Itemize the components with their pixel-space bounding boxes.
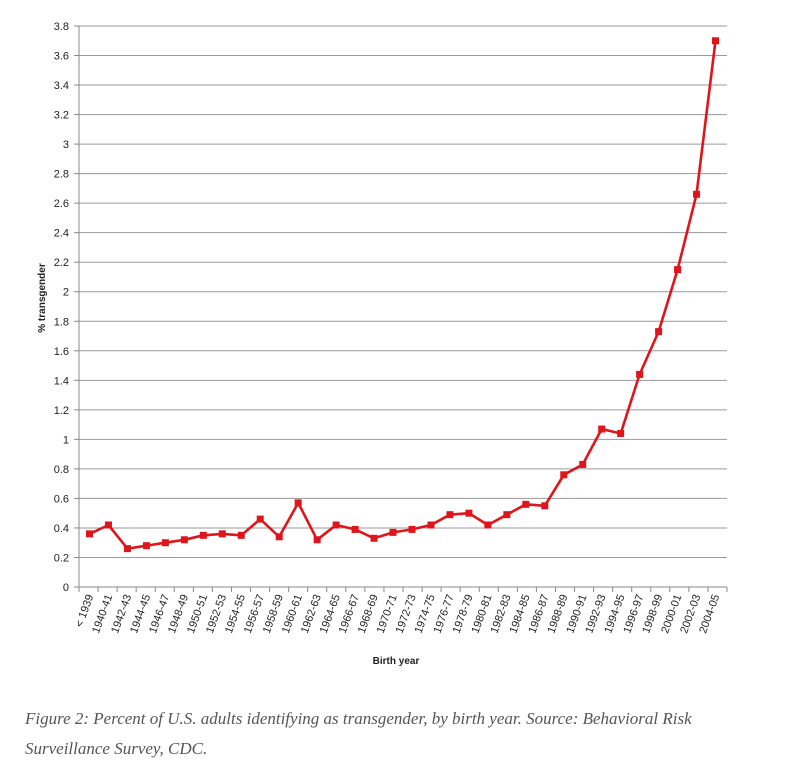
data-point [598, 425, 606, 433]
figure-caption: Figure 2: Percent of U.S. adults identif… [25, 709, 692, 758]
x-tick-labels: < 19391940-411942-431944-451946-471948-4… [73, 593, 722, 635]
data-points [86, 37, 720, 553]
data-point [199, 531, 207, 539]
y-tick-labels: 0 0.2 0.4 0.6 0.8 1 1.2 1.4 1.6 1.8 2 2.2 2.4 2.6 2.8 3… [54, 21, 69, 594]
y-tick-label: 1 [63, 434, 69, 446]
data-point [693, 190, 701, 198]
data-point [123, 545, 131, 553]
data-point [446, 511, 454, 519]
y-tick-label: 0.6 [54, 493, 69, 505]
data-point [560, 471, 568, 479]
data-point [522, 500, 530, 508]
data-point [389, 528, 397, 536]
y-tick-label: 2 [63, 287, 69, 299]
data-point [275, 533, 283, 541]
y-tick-label: 0.8 [54, 464, 69, 476]
data-point [427, 521, 435, 529]
data-point [237, 531, 245, 539]
data-point [351, 525, 359, 533]
y-tick-label: 1.4 [54, 375, 69, 387]
data-point [256, 515, 264, 523]
data-point [636, 370, 644, 378]
y-tick-label: 0.4 [54, 523, 69, 535]
y-axis-title: % transgender [37, 263, 48, 333]
y-tick-label: 3 [63, 139, 69, 151]
data-point [579, 460, 587, 468]
data-point [180, 536, 188, 544]
y-tick-label: 1.8 [54, 316, 69, 328]
y-tick-label: 3.2 [54, 110, 69, 122]
data-point [313, 536, 321, 544]
y-tick-label: 3.6 [54, 51, 69, 63]
y-tick-label: 1.6 [54, 346, 69, 358]
data-point [218, 530, 226, 538]
data-point [541, 502, 549, 510]
y-tick-label: 0.2 [54, 552, 69, 564]
y-tick-label: 2.6 [54, 198, 69, 210]
data-point [294, 499, 302, 507]
series-line [88, 40, 717, 550]
data-point [655, 328, 663, 336]
y-tick-label: 2.2 [54, 257, 69, 269]
y-tick-label: 2.8 [54, 169, 69, 181]
y-tick-label: 1.2 [54, 405, 69, 417]
data-point [617, 429, 625, 437]
data-point [370, 534, 378, 542]
y-tick-label: 2.4 [54, 228, 69, 240]
series-line-path [88, 40, 717, 550]
y-tick-label: 3.4 [54, 80, 69, 92]
data-point [142, 542, 150, 550]
data-point [674, 266, 682, 274]
gridlines [74, 25, 727, 588]
data-point [484, 521, 492, 529]
data-point [408, 525, 416, 533]
data-point [104, 521, 112, 529]
y-tick-label: 3.8 [54, 21, 69, 33]
x-axis-title: Birth year [373, 656, 420, 667]
data-point [465, 509, 473, 517]
data-point [161, 539, 169, 547]
data-point [86, 530, 93, 538]
y-tick-label: 0 [63, 582, 69, 594]
data-point [503, 511, 511, 519]
line-chart: 0 0.2 0.4 0.6 0.8 1 1.2 1.4 1.6 1.8 2 2.2 2.4 2.6 2.8 3… [37, 21, 728, 667]
data-point [712, 37, 720, 45]
x-axis [78, 26, 728, 592]
data-point [332, 521, 340, 529]
